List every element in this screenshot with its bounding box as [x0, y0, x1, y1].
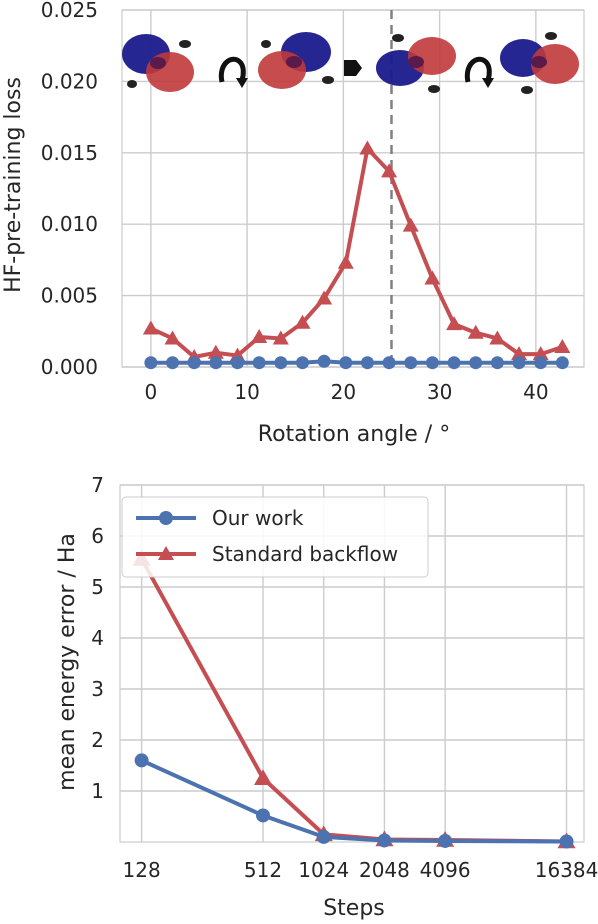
chart1-point-standard_backflow — [316, 290, 333, 305]
chart1-point-standard_backflow — [424, 270, 441, 285]
chart2-point-our_work — [316, 829, 331, 844]
right-arrow-icon — [344, 60, 362, 76]
chart2-series — [132, 549, 576, 849]
chart1-point-our_work — [231, 356, 244, 370]
chart1-point-our_work — [209, 356, 223, 370]
rotate-arrow-icon — [464, 56, 494, 88]
chart2-y-tick-label: 2 — [91, 728, 104, 752]
chart1-series — [142, 140, 571, 370]
chart2-x-tick-label: 1024 — [298, 858, 349, 882]
chart2-point-our_work — [559, 834, 574, 849]
chart1-point-our_work — [490, 356, 504, 370]
chart1-y-tick-label: 0.000 — [41, 355, 98, 379]
chart1-point-our_work — [274, 356, 288, 370]
chart1-point-standard_backflow — [337, 254, 354, 269]
chart1-point-our_work — [339, 356, 353, 370]
chart1-point-our_work — [425, 356, 439, 370]
chart2-x-tick-label: 4096 — [420, 858, 471, 882]
chart1-y-tick-label: 0.010 — [41, 212, 98, 236]
chart2-x-tick-label: 2048 — [359, 858, 410, 882]
chart1-point-our_work — [447, 356, 461, 370]
chart1-point-our_work — [252, 356, 266, 370]
rotate-arrow-icon — [218, 56, 248, 88]
chart1-point-standard_backflow — [554, 339, 571, 354]
chart2-y-tick-label: 4 — [91, 626, 104, 650]
chart2-legend: Our work Standard backflow — [121, 496, 429, 578]
chart2-point-our_work — [134, 753, 149, 768]
chart1-point-standard_backflow — [467, 324, 484, 339]
chart1-point-standard_backflow — [489, 330, 506, 345]
chart1-point-standard_backflow — [142, 320, 159, 335]
chart1-point-standard_backflow — [294, 314, 311, 329]
chart2-y-tick-label: 3 — [91, 677, 104, 701]
chart1-x-tick-label: 30 — [427, 380, 452, 404]
chart1-y-tick-labels: 0.000 0.005 0.010 0.015 0.020 0.025 — [41, 0, 98, 379]
rotation-loss-chart: 0.000 0.005 0.010 0.015 0.020 0.025 0 10 20 30 40… — [1, 0, 585, 447]
chart1-x-tick-labels: 0 10 20 30 40 — [145, 380, 549, 404]
chart1-x-tick-label: 10 — [234, 380, 259, 404]
chart1-point-our_work — [534, 356, 548, 370]
legend-label-our-work: Our work — [212, 506, 304, 530]
chart1-x-tick-label: 40 — [523, 380, 548, 404]
chart1-point-our_work — [144, 356, 158, 370]
chart1-x-axis-label: Rotation angle / ° — [258, 422, 450, 447]
chart1-point-our_work — [469, 356, 483, 370]
chart2-point-our_work — [377, 833, 392, 848]
chart1-x-tick-label: 0 — [145, 380, 158, 404]
chart2-point-our_work — [438, 833, 453, 848]
chart1-point-standard_backflow — [532, 346, 549, 361]
chart2-y-tick-label: 7 — [91, 473, 104, 497]
chart1-point-our_work — [295, 356, 309, 370]
chart1-point-standard_backflow — [272, 330, 289, 345]
chart1-point-standard_backflow — [446, 316, 463, 331]
chart1-point-standard_backflow — [511, 346, 528, 361]
chart1-point-standard_backflow — [251, 329, 268, 344]
chart1-point-our_work — [382, 356, 396, 370]
molecule-inset-icons — [122, 32, 579, 94]
legend-label-standard-backflow: Standard backflow — [212, 542, 398, 566]
chart1-point-standard_backflow — [207, 344, 224, 359]
legend-marker-standard-backflow — [158, 546, 174, 560]
chart1-point-our_work — [317, 354, 331, 368]
chart2-series-line-our_work — [140, 758, 567, 844]
chart2-x-tick-label: 128 — [123, 858, 161, 882]
chart1-point-standard_backflow — [381, 163, 398, 178]
chart2-y-tick-labels: 1 2 3 4 5 6 7 — [91, 473, 104, 803]
chart2-y-axis-label: mean energy error / Ha — [55, 533, 80, 791]
legend-box — [121, 496, 429, 578]
molecule-orbital-icon — [376, 34, 456, 93]
chart1-point-our_work — [166, 356, 180, 370]
chart1-y-tick-label: 0.020 — [41, 69, 98, 93]
chart2-point-standard_backflow — [254, 769, 273, 785]
chart2-point-our_work — [256, 808, 271, 823]
chart2-x-tick-label: 16384 — [535, 858, 598, 882]
chart2-y-tick-label: 1 — [91, 779, 104, 803]
chart1-y-tick-label: 0.025 — [41, 0, 98, 22]
chart1-point-our_work — [360, 356, 374, 370]
chart1-y-tick-label: 0.015 — [41, 141, 98, 165]
molecule-orbital-icon — [258, 32, 334, 89]
chart1-point-our_work — [187, 356, 201, 370]
molecule-orbital-icon — [500, 32, 579, 94]
chart1-y-axis-label: HF-pre-training loss — [1, 77, 26, 293]
chart1-x-tick-label: 20 — [331, 380, 356, 404]
chart1-point-our_work — [512, 356, 526, 370]
chart2-y-tick-label: 5 — [91, 575, 104, 599]
molecule-orbital-icon — [122, 34, 194, 92]
legend-marker-our-work — [159, 511, 173, 525]
chart1-point-our_work — [404, 356, 418, 370]
chart1-point-standard_backflow — [164, 330, 181, 345]
chart2-y-tick-label: 6 — [91, 524, 104, 548]
energy-error-chart: 1 2 3 4 5 6 7 128 512 1024 2048 4096 16384 Steps me… — [55, 473, 598, 921]
chart2-x-tick-labels: 128 512 1024 2048 4096 16384 — [123, 858, 598, 882]
chart1-point-standard_backflow — [359, 140, 376, 155]
chart1-point-standard_backflow — [402, 217, 419, 232]
chart2-x-axis-label: Steps — [323, 896, 385, 921]
chart2-x-tick-label: 512 — [244, 858, 282, 882]
chart1-point-our_work — [555, 356, 569, 370]
chart1-y-tick-label: 0.005 — [41, 284, 98, 308]
